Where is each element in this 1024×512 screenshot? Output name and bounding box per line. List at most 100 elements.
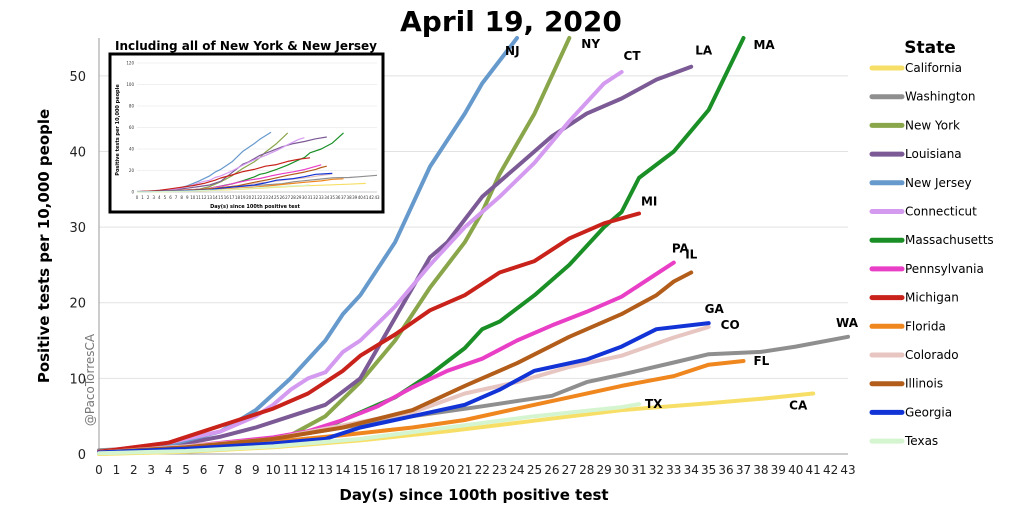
end-label-co: CO	[721, 318, 740, 332]
x-tick-21: 21	[457, 463, 472, 477]
inset-y-axis-label: Positive tests per 10,000 people	[115, 84, 121, 176]
x-tick-36: 36	[718, 463, 733, 477]
inset-x-tick-22: 22	[257, 195, 263, 200]
legend-label-california: California	[905, 61, 962, 75]
chart-title: April 19, 2020	[400, 5, 622, 38]
inset-x-tick-4: 4	[158, 195, 161, 200]
x-tick-19: 19	[422, 463, 437, 477]
legend-label-texas: Texas	[904, 434, 938, 448]
inset-x-tick-10: 10	[190, 195, 196, 200]
y-tick-labels: 0 10 20 30 40 50	[69, 70, 86, 463]
x-tick-labels: 0 1 2 3 4 5 6 7 8 9 10 11 12 13 14 15 16 17 18 19 20 21 22 23 24…	[95, 463, 855, 477]
inset-y-tick-60: 60	[129, 125, 135, 130]
x-tick-35: 35	[701, 463, 716, 477]
series-line-louisiana	[97, 64, 694, 454]
inset-line-louisiana	[136, 136, 327, 193]
inset-y-tick-120: 120	[126, 61, 134, 66]
end-label-il: IL	[685, 247, 697, 261]
inset-x-tick-25: 25	[274, 195, 280, 200]
inset-x-axis-label: Day(s) since 100th positive test	[210, 204, 300, 210]
inset-x-tick-43: 43	[374, 195, 380, 200]
inset-title: Including all of New York & New Jersey	[115, 39, 377, 53]
x-tick-7: 7	[217, 463, 225, 477]
inset-x-tick-26: 26	[280, 195, 286, 200]
x-tick-42: 42	[823, 463, 838, 477]
end-label-tx: TX	[645, 397, 663, 411]
x-tick-4: 4	[165, 463, 173, 477]
inset-x-tick-36: 36	[335, 195, 341, 200]
x-tick-37: 37	[736, 463, 751, 477]
series-line-texas	[97, 402, 641, 456]
end-label-ca: CA	[789, 398, 808, 412]
y-axis-label: Positive tests per 10,000 people	[35, 109, 53, 383]
end-label-ny: NY	[581, 37, 600, 51]
legend-label-new-york: New York	[905, 118, 960, 132]
inset-x-tick-18: 18	[235, 195, 241, 200]
inset-x-tick-32: 32	[313, 195, 319, 200]
x-tick-38: 38	[753, 463, 768, 477]
series-line-connecticut	[97, 70, 624, 454]
x-tick-27: 27	[562, 463, 577, 477]
x-tick-1: 1	[113, 463, 121, 477]
legend-label-new-jersey: New Jersey	[905, 176, 972, 190]
x-tick-33: 33	[666, 463, 681, 477]
legend-label-illinois: Illinois	[905, 377, 943, 391]
x-tick-5: 5	[182, 463, 190, 477]
inset-x-tick-34: 34	[324, 195, 330, 200]
x-tick-16: 16	[370, 463, 385, 477]
x-tick-28: 28	[579, 463, 594, 477]
inset-x-tick-13: 13	[207, 195, 213, 200]
x-tick-17: 17	[387, 463, 402, 477]
x-tick-41: 41	[806, 463, 821, 477]
series-line-georgia	[97, 321, 711, 455]
inset-x-tick-0: 0	[136, 195, 139, 200]
y-tick-0: 0	[78, 448, 86, 463]
x-tick-24: 24	[509, 463, 524, 477]
inset-x-tick-2: 2	[147, 195, 150, 200]
x-tick-10: 10	[266, 463, 281, 477]
legend-label-georgia: Georgia	[905, 405, 952, 419]
credit-text: @PacoTorresCA	[83, 333, 97, 426]
inset-y-tick-20: 20	[129, 168, 135, 173]
x-tick-11: 11	[283, 463, 298, 477]
x-tick-18: 18	[405, 463, 420, 477]
legend-label-michigan: Michigan	[905, 291, 959, 305]
legend-label-florida: Florida	[905, 319, 946, 333]
inset-x-tick-17: 17	[229, 195, 235, 200]
x-tick-30: 30	[614, 463, 629, 477]
legend-label-louisiana: Louisiana	[905, 147, 962, 161]
inset-x-tick-8: 8	[180, 195, 183, 200]
inset-y-tick-80: 80	[129, 104, 135, 109]
inset-x-tick-19: 19	[240, 195, 246, 200]
x-tick-2: 2	[130, 463, 138, 477]
inset-series-lines	[136, 131, 378, 193]
series-line-illinois	[97, 270, 694, 455]
end-label-nj: NJ	[505, 44, 520, 58]
x-tick-3: 3	[147, 463, 155, 477]
end-label-wa: WA	[836, 316, 859, 330]
inset-line-texas	[136, 184, 311, 193]
legend-label-pennsylvania: Pennsylvania	[905, 262, 984, 276]
series-end-labels: CA WA NY LA NJ CT MA PA MI FL CO IL GA TX	[505, 37, 859, 412]
x-tick-13: 13	[318, 463, 333, 477]
x-tick-15: 15	[353, 463, 368, 477]
inset-grid	[137, 62, 377, 193]
x-tick-39: 39	[771, 463, 786, 477]
y-tick-40: 40	[69, 145, 86, 160]
inset-x-tick-9: 9	[186, 195, 189, 200]
x-tick-20: 20	[440, 463, 455, 477]
inset-x-tick-14: 14	[213, 195, 219, 200]
x-tick-12: 12	[300, 463, 315, 477]
inset-x-tick-31: 31	[307, 195, 313, 200]
x-axis-label: Day(s) since 100th positive test	[339, 486, 608, 504]
x-tick-0: 0	[95, 463, 103, 477]
end-label-pa: PA	[672, 242, 690, 256]
legend-label-massachusetts: Massachusetts	[905, 233, 994, 247]
series-lines	[97, 36, 850, 456]
x-tick-31: 31	[631, 463, 646, 477]
x-tick-26: 26	[544, 463, 559, 477]
x-tick-43: 43	[840, 463, 855, 477]
inset-x-tick-21: 21	[252, 195, 258, 200]
x-tick-14: 14	[335, 463, 350, 477]
